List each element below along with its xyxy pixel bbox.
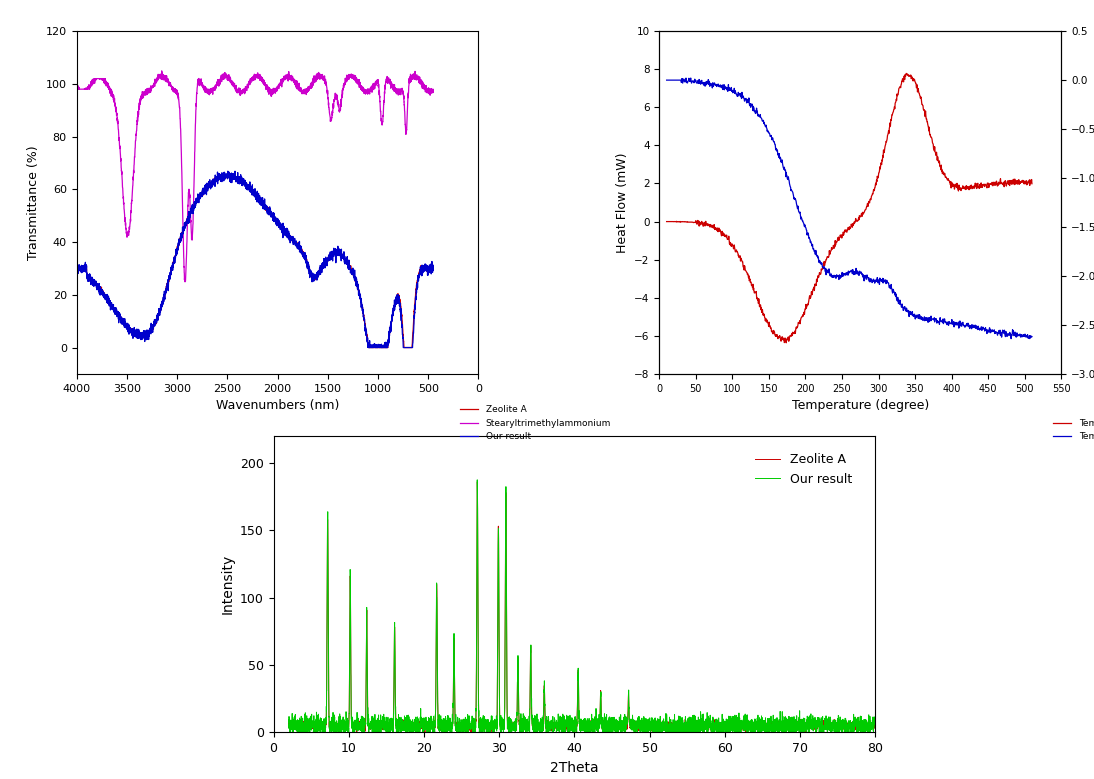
Temp. vs Heat Flow (mW) xyxy=(952,181,965,190)
Zeolite A xyxy=(635,721,648,731)
Legend: Zeolite A, Our result: Zeolite A, Our result xyxy=(749,449,857,491)
Zeolite A xyxy=(110,309,124,319)
Our result xyxy=(664,723,677,732)
Our result xyxy=(635,728,648,737)
Stearyltrimethylammonium xyxy=(178,277,191,287)
Zeolite A xyxy=(427,264,440,273)
Line: Our result: Our result xyxy=(289,480,875,732)
Our result xyxy=(388,682,401,692)
Our result xyxy=(221,167,234,176)
Zeolite A xyxy=(70,263,83,273)
Temp. vs Heat Flow (mW) xyxy=(945,182,958,192)
Temp. vs TG (mg) xyxy=(698,80,711,90)
Our result xyxy=(382,336,395,345)
Zeolite A xyxy=(720,721,733,730)
X-axis label: 2Theta: 2Theta xyxy=(550,760,598,774)
Zeolite A xyxy=(132,332,146,341)
Stearyltrimethylammonium xyxy=(207,84,220,93)
Zeolite A xyxy=(765,720,778,729)
Stearyltrimethylammonium xyxy=(155,66,168,76)
Our result xyxy=(427,265,440,274)
Y-axis label: Transmittance (%): Transmittance (%) xyxy=(27,145,40,260)
Legend: Zeolite A, Stearyltrimethylammonium, Our result: Zeolite A, Stearyltrimethylammonium, Our… xyxy=(456,401,615,445)
Stearyltrimethylammonium xyxy=(132,106,146,115)
Temp. vs Heat Flow (mW) xyxy=(1025,179,1038,189)
X-axis label: Temperature (degree): Temperature (degree) xyxy=(792,399,929,412)
Our result xyxy=(869,718,882,728)
Zeolite A xyxy=(282,721,295,731)
Stearyltrimethylammonium xyxy=(420,85,433,94)
Our result xyxy=(507,723,520,732)
Zeolite A xyxy=(362,343,375,352)
Line: Zeolite A: Zeolite A xyxy=(289,481,875,732)
Line: Stearyltrimethylammonium: Stearyltrimethylammonium xyxy=(77,71,433,282)
Our result xyxy=(420,263,433,272)
Stearyltrimethylammonium xyxy=(427,88,440,97)
Stearyltrimethylammonium xyxy=(222,72,235,81)
Our result xyxy=(70,263,83,273)
Temp. vs TG (mg) xyxy=(1025,332,1038,341)
Zeolite A xyxy=(869,721,882,731)
Zeolite A xyxy=(664,720,677,729)
Our result xyxy=(283,728,296,737)
Our result xyxy=(110,306,124,315)
Temp. vs TG (mg) xyxy=(911,311,924,320)
Our result xyxy=(720,717,733,727)
Our result xyxy=(470,475,484,485)
Zeolite A xyxy=(418,728,431,737)
Y-axis label: Intensity: Intensity xyxy=(220,554,234,615)
Zeolite A xyxy=(388,661,401,670)
Temp. vs TG (mg) xyxy=(822,268,835,277)
Temp. vs TG (mg) xyxy=(660,76,673,85)
Our result xyxy=(222,171,235,180)
Line: Temp. vs Heat Flow (mW): Temp. vs Heat Flow (mW) xyxy=(666,73,1032,343)
Zeolite A xyxy=(222,171,235,181)
X-axis label: Wavenumbers (nm): Wavenumbers (nm) xyxy=(216,399,339,412)
Stearyltrimethylammonium xyxy=(382,76,395,85)
Our result xyxy=(282,720,295,729)
Temp. vs Heat Flow (mW) xyxy=(911,84,924,93)
Our result xyxy=(362,343,375,352)
Temp. vs TG (mg) xyxy=(952,317,965,326)
Temp. vs Heat Flow (mW) xyxy=(780,338,793,347)
Temp. vs TG (mg) xyxy=(945,315,958,324)
Zeolite A xyxy=(507,723,520,732)
Our result xyxy=(132,329,146,338)
Zeolite A xyxy=(223,169,236,178)
Zeolite A xyxy=(470,477,484,486)
Temp. vs Heat Flow (mW) xyxy=(808,281,822,291)
Temp. vs Heat Flow (mW) xyxy=(697,220,710,229)
Temp. vs TG (mg) xyxy=(1004,334,1017,344)
Zeolite A xyxy=(207,178,220,187)
Temp. vs TG (mg) xyxy=(808,246,822,256)
Stearyltrimethylammonium xyxy=(70,84,83,93)
Temp. vs TG (mg) xyxy=(684,73,697,83)
Zeolite A xyxy=(382,338,395,347)
Temp. vs Heat Flow (mW) xyxy=(822,252,835,262)
Temp. vs Heat Flow (mW) xyxy=(660,217,673,226)
Our result xyxy=(765,720,778,729)
Stearyltrimethylammonium xyxy=(110,116,124,125)
Line: Our result: Our result xyxy=(77,171,433,347)
Legend: Temp. vs Heat Flow (mW), Temp. vs TG (mg): Temp. vs Heat Flow (mW), Temp. vs TG (mg… xyxy=(1050,415,1094,445)
Line: Temp. vs TG (mg): Temp. vs TG (mg) xyxy=(666,78,1032,339)
Y-axis label: Heat Flow (mW): Heat Flow (mW) xyxy=(616,152,629,253)
Zeolite A xyxy=(420,263,433,273)
Temp. vs Heat Flow (mW) xyxy=(899,69,912,78)
Our result xyxy=(207,176,220,185)
Line: Zeolite A: Zeolite A xyxy=(77,174,433,347)
